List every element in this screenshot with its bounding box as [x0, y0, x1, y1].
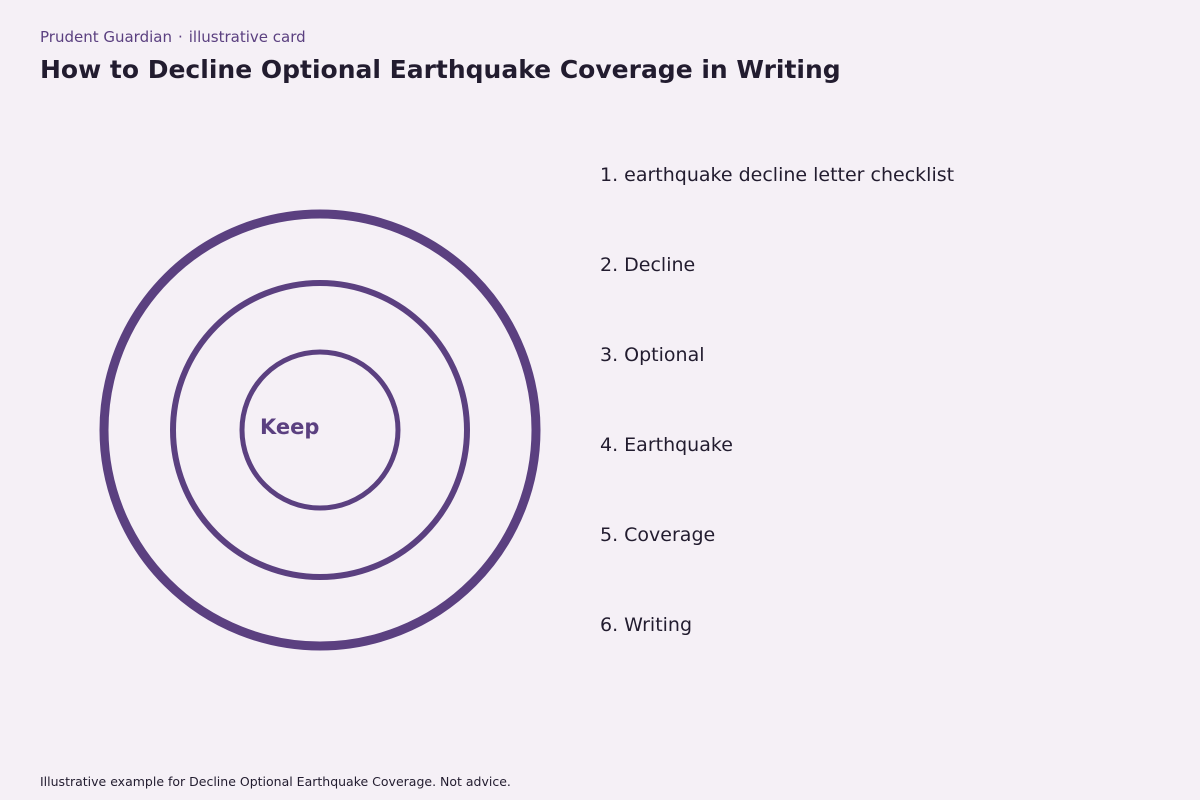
step-item-3: 3. Optional — [600, 344, 705, 366]
step-item-1: 1. earthquake decline letter checklist — [600, 164, 955, 186]
center-label: Keep — [260, 415, 319, 439]
inner-ring — [239, 349, 401, 511]
card-type-label: illustrative card — [188, 28, 306, 46]
step-item-4: 4. Earthquake — [600, 434, 733, 456]
middle-ring — [170, 280, 470, 580]
footnote-disclaimer: Illustrative example for Decline Optiona… — [40, 774, 511, 789]
concentric-rings-diagram: Keep — [99, 209, 541, 651]
step-item-2: 2. Decline — [600, 254, 696, 276]
kicker-separator: · — [177, 28, 183, 46]
steps-list: 1. earthquake decline letter checklist 2… — [600, 160, 954, 700]
card-kicker: Prudent Guardian · illustrative card — [40, 28, 306, 46]
outer-ring — [99, 209, 541, 651]
brand-name: Prudent Guardian — [40, 28, 172, 46]
step-item-6: 6. Writing — [600, 614, 693, 636]
page-title: How to Decline Optional Earthquake Cover… — [40, 55, 841, 84]
step-item-5: 5. Coverage — [600, 524, 716, 546]
